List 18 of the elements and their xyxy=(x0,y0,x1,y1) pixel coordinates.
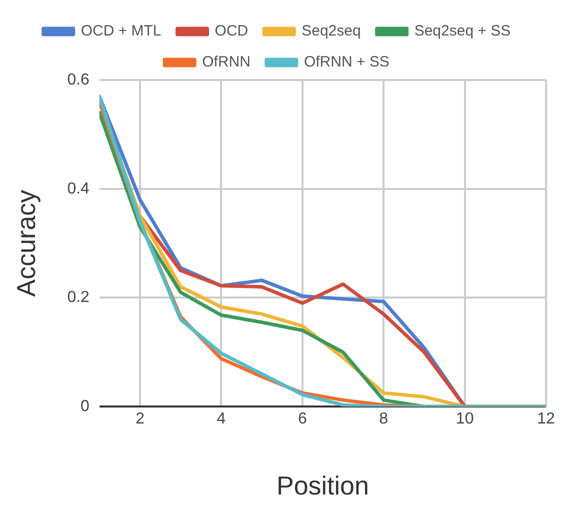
x-tick-label: 4 xyxy=(216,410,226,428)
legend-label: OCD + MTL xyxy=(80,22,162,40)
y-tick-label: 0.2 xyxy=(67,289,90,306)
y-tick-label: 0 xyxy=(80,398,90,416)
x-tick-label: 10 xyxy=(456,410,474,428)
y-axis-title: Accuracy xyxy=(10,190,41,297)
legend-label: OfRNN xyxy=(202,54,250,71)
x-axis-title: Position xyxy=(276,470,369,501)
x-tick-label: 6 xyxy=(298,410,307,428)
y-tick-label: 0.6 xyxy=(67,71,90,88)
x-tick-label: 12 xyxy=(537,410,555,428)
legend-label: OfRNN + SS xyxy=(304,54,390,71)
x-tick-label: 8 xyxy=(379,410,388,428)
x-tick-label: 2 xyxy=(136,410,145,428)
legend-label: Seq2seq xyxy=(302,22,361,40)
legend-label: OCD xyxy=(214,22,248,40)
legend-label: Seq2seq + SS xyxy=(414,22,511,40)
y-tick-label: 0.4 xyxy=(67,180,90,198)
